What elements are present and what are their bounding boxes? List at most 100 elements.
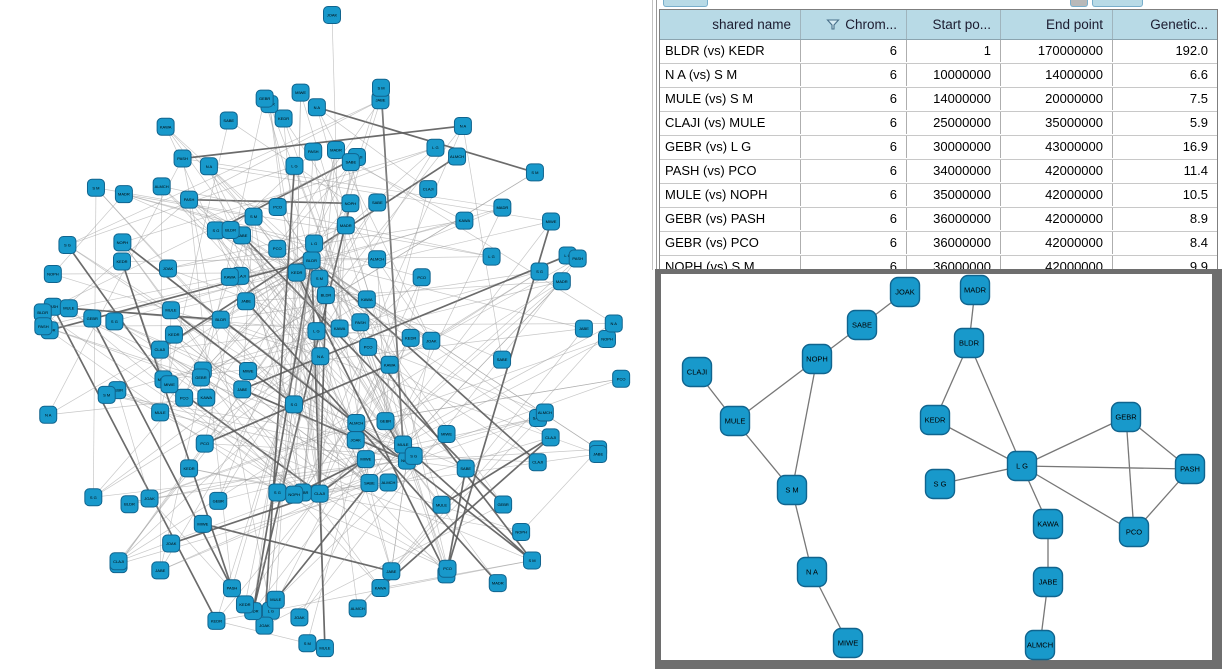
node-overview-84[interactable]: GEBR xyxy=(494,495,513,514)
column-header-end-point[interactable]: End point xyxy=(1001,10,1113,39)
node-SABE[interactable]: SABE xyxy=(846,309,878,341)
node-JOAK[interactable]: JOAK xyxy=(889,276,921,308)
node-overview-105[interactable]: S G xyxy=(268,483,287,502)
node-overview-147[interactable]: S M xyxy=(97,385,116,404)
node-overview-139[interactable]: MULE xyxy=(432,495,451,514)
node-overview-142[interactable]: L G xyxy=(285,156,304,175)
node-overview-69[interactable]: KAWA xyxy=(357,290,376,309)
table-row[interactable]: GEBR (vs) PCO 6 36000000 42000000 8.4 xyxy=(660,232,1217,256)
node-overview-36[interactable]: MIWE xyxy=(542,212,561,231)
node-overview-63[interactable]: MULE xyxy=(315,639,334,658)
node-overview-71[interactable]: S M xyxy=(525,163,544,182)
node-MIWE[interactable]: MIWE xyxy=(832,627,864,659)
node-SG[interactable]: S G xyxy=(924,468,956,500)
node-overview-58[interactable]: MADR xyxy=(488,574,507,593)
node-overview-140[interactable]: KEDR xyxy=(180,459,199,478)
node-overview-64[interactable]: KEDR xyxy=(401,328,420,347)
node-overview-123[interactable]: L G xyxy=(305,234,324,253)
edge-BLDR-LG[interactable] xyxy=(968,342,1023,467)
node-overview-1[interactable]: MADR xyxy=(327,141,345,159)
edge-LG-PCO[interactable] xyxy=(1021,465,1135,533)
node-overview-100[interactable]: CLAJI xyxy=(541,428,560,447)
node-KEDR[interactable]: KEDR xyxy=(919,404,951,436)
node-overview-70[interactable]: PCO xyxy=(612,369,631,388)
node-overview-96[interactable]: MADR xyxy=(114,185,133,204)
node-overview-88[interactable]: KAWA xyxy=(197,388,216,407)
node-overview-53[interactable]: N A xyxy=(311,347,330,366)
node-NA[interactable]: N A xyxy=(796,556,828,588)
node-overview-49[interactable]: PASH xyxy=(351,313,370,332)
node-overview-76[interactable]: JOAK xyxy=(140,489,159,508)
table-row[interactable]: GEBR (vs) L G 6 30000000 43000000 16.9 xyxy=(660,136,1217,160)
node-overview-2[interactable]: SABE xyxy=(360,473,379,492)
node-overview-131[interactable]: MIWE xyxy=(160,375,179,394)
network-overview-canvas[interactable]: JOAK MADR SABE NOPH BLDR CLAJI MULE KEDR GEBR L G… xyxy=(0,0,650,669)
node-overview-134[interactable]: MADR xyxy=(493,198,512,217)
table-row[interactable]: PASH (vs) PCO 6 34000000 42000000 11.4 xyxy=(660,160,1217,184)
node-overview-135[interactable]: SABE xyxy=(341,153,360,172)
node-overview-19[interactable]: JOAK xyxy=(346,431,365,450)
node-overview-30[interactable]: PASH xyxy=(180,190,199,209)
node-overview-67[interactable]: S G xyxy=(84,488,103,507)
node-overview-120[interactable]: MULE xyxy=(151,403,170,422)
node-overview-102[interactable]: KEDR xyxy=(235,595,254,614)
node-overview-56[interactable]: ALMCH xyxy=(379,473,398,492)
node-overview-145[interactable]: KAWA xyxy=(220,267,239,286)
node-overview-72[interactable]: N A xyxy=(453,116,472,135)
node-overview-35[interactable]: JABE xyxy=(574,319,593,338)
node-overview-68[interactable]: PASH xyxy=(304,142,323,161)
node-PCO[interactable]: PCO xyxy=(1118,516,1150,548)
node-overview-52[interactable]: S M xyxy=(298,634,317,653)
node-overview-144[interactable]: PASH xyxy=(173,149,192,168)
node-overview-12[interactable]: KAWA xyxy=(455,211,474,230)
node-overview-85[interactable]: L G xyxy=(307,322,326,341)
node-overview-38[interactable]: JOAK xyxy=(422,331,441,350)
subnetwork-canvas[interactable]: JOAK MADR SABE NOPH BLDR CLAJI MULE KEDR GEBR L G… xyxy=(655,269,1222,669)
node-overview-98[interactable]: NOPH xyxy=(597,330,616,349)
node-overview-45[interactable]: KEDR xyxy=(164,325,183,344)
node-overview-80[interactable]: BLDR xyxy=(120,495,139,514)
column-header-genetic[interactable]: Genetic... xyxy=(1113,10,1217,39)
node-overview-133[interactable]: JOAK xyxy=(290,608,309,627)
node-overview-136[interactable]: NOPH xyxy=(285,485,304,504)
node-overview-46[interactable]: GEBR xyxy=(191,368,210,387)
node-overview-41[interactable]: NOPH xyxy=(341,194,360,213)
node-ALMCH[interactable]: ALMCH xyxy=(1024,629,1056,661)
node-GEBR[interactable]: GEBR xyxy=(1110,401,1142,433)
node-overview-37[interactable]: ALMCH xyxy=(348,599,367,618)
node-overview-93[interactable]: MIWE xyxy=(437,425,456,444)
node-overview-51[interactable]: PCO xyxy=(268,239,287,258)
node-overview-113[interactable]: ALMCH xyxy=(347,413,366,432)
node-overview-34[interactable]: N A xyxy=(199,157,218,176)
edge-LG-GEBR[interactable] xyxy=(1021,416,1127,467)
node-overview-47[interactable]: L G xyxy=(426,138,445,157)
node-overview-128[interactable]: S M xyxy=(86,178,105,197)
node-overview-109[interactable]: S M xyxy=(523,551,542,570)
node-overview-127[interactable]: PCO xyxy=(268,197,287,216)
node-overview-112[interactable]: MIWE xyxy=(291,83,310,102)
node-overview-79[interactable]: NOPH xyxy=(512,523,531,542)
node-overview-54[interactable]: JABE xyxy=(233,380,252,399)
node-overview-40[interactable]: SABE xyxy=(368,193,387,212)
edge-GEBR-PCO[interactable] xyxy=(1125,416,1135,533)
node-NOPH[interactable]: NOPH xyxy=(801,343,833,375)
node-overview-115[interactable]: MADR xyxy=(336,216,355,235)
node-overview-27[interactable]: GEBR xyxy=(83,309,102,328)
node-JABE[interactable]: JABE xyxy=(1032,566,1064,598)
node-overview-108[interactable]: PCO xyxy=(438,559,457,578)
node-overview-44[interactable]: MULE xyxy=(161,301,180,320)
node-overview-107[interactable]: KAWA xyxy=(380,355,399,374)
node-overview-66[interactable]: L G xyxy=(482,247,501,266)
node-overview-48[interactable]: S G xyxy=(58,236,77,255)
node-overview-94[interactable]: ALMCH xyxy=(152,177,171,196)
table-row[interactable]: MULE (vs) NOPH 6 35000000 42000000 10.5 xyxy=(660,184,1217,208)
node-overview-0[interactable]: JOAK xyxy=(323,6,341,24)
table-row[interactable]: N A (vs) S M 6 10000000 14000000 6.6 xyxy=(660,64,1217,88)
node-overview-122[interactable]: GEBR xyxy=(255,89,274,108)
node-BLDR[interactable]: BLDR xyxy=(953,327,985,359)
node-overview-59[interactable]: SABE xyxy=(219,111,238,130)
node-overview-32[interactable]: PCO xyxy=(359,337,378,356)
node-overview-97[interactable]: SABE xyxy=(456,459,475,478)
node-overview-14[interactable]: S M xyxy=(244,207,263,226)
node-overview-146[interactable]: PCO xyxy=(195,434,214,453)
